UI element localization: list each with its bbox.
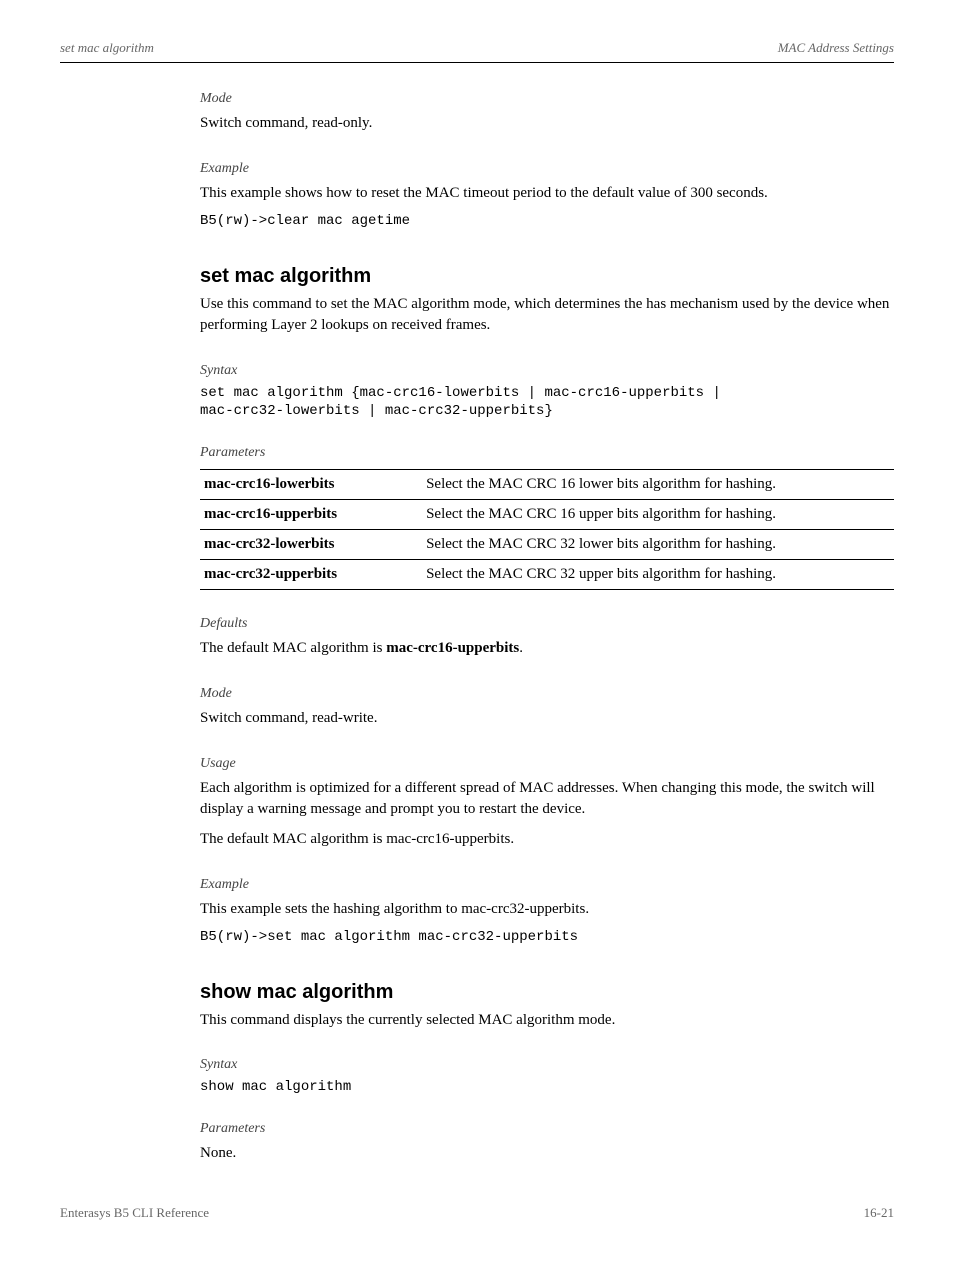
param-key: mac-crc32-upperbits xyxy=(200,560,422,590)
param-key: mac-crc16-lowerbits xyxy=(200,470,422,500)
footer-right: 16-21 xyxy=(864,1205,894,1221)
syntax-line: show mac algorithm xyxy=(200,1079,894,1095)
syntax-line: set mac algorithm {mac-crc16-lowerbits |… xyxy=(200,385,894,401)
section-label-defaults: Defaults xyxy=(200,616,894,632)
mode-text: Switch command, read-only. xyxy=(200,113,894,135)
table-row: mac-crc16-lowerbits Select the MAC CRC 1… xyxy=(200,470,894,500)
table-row: mac-crc32-lowerbits Select the MAC CRC 3… xyxy=(200,530,894,560)
footer-left: Enterasys B5 CLI Reference xyxy=(60,1205,209,1221)
section-label-example: Example xyxy=(200,877,894,893)
page-content: Mode Switch command, read-only. Example … xyxy=(200,91,894,1165)
command-intro: Use this command to set the MAC algorith… xyxy=(200,294,894,338)
page-header: set mac algorithm MAC Address Settings xyxy=(60,40,894,63)
usage-text: Each algorithm is optimized for a differ… xyxy=(200,778,894,822)
parameters-none: None. xyxy=(200,1143,894,1165)
parameters-table: mac-crc16-lowerbits Select the MAC CRC 1… xyxy=(200,469,894,590)
section-label-parameters: Parameters xyxy=(200,445,894,461)
page-footer: Enterasys B5 CLI Reference 16-21 xyxy=(60,1205,894,1221)
section-label-mode: Mode xyxy=(200,686,894,702)
param-desc: Select the MAC CRC 32 lower bits algorit… xyxy=(422,530,894,560)
section-label-syntax: Syntax xyxy=(200,363,894,379)
section-label-syntax: Syntax xyxy=(200,1057,894,1073)
param-desc: Select the MAC CRC 16 lower bits algorit… xyxy=(422,470,894,500)
param-desc: Select the MAC CRC 32 upper bits algorit… xyxy=(422,560,894,590)
table-row: mac-crc16-upperbits Select the MAC CRC 1… xyxy=(200,500,894,530)
example-text: This example sets the hashing algorithm … xyxy=(200,899,894,921)
section-label-parameters: Parameters xyxy=(200,1121,894,1137)
defaults-bold: mac-crc16-upperbits xyxy=(386,640,519,656)
example-text: This example shows how to reset the MAC … xyxy=(200,183,894,205)
usage-text: The default MAC algorithm is mac-crc16-u… xyxy=(200,829,894,851)
defaults-pre: The default MAC algorithm is xyxy=(200,640,386,656)
page: set mac algorithm MAC Address Settings M… xyxy=(0,0,954,1261)
section-label-mode: Mode xyxy=(200,91,894,107)
param-key: mac-crc16-upperbits xyxy=(200,500,422,530)
header-left: set mac algorithm xyxy=(60,40,154,56)
mode-text: Switch command, read-write. xyxy=(200,708,894,730)
param-key: mac-crc32-lowerbits xyxy=(200,530,422,560)
example-cmd: B5(rw)->clear mac agetime xyxy=(200,213,894,229)
command-title-show-mac-algorithm: show mac algorithm xyxy=(200,981,894,1004)
syntax-line: mac-crc32-lowerbits | mac-crc32-upperbit… xyxy=(200,403,894,419)
example-cmd: B5(rw)->set mac algorithm mac-crc32-uppe… xyxy=(200,929,894,945)
section-label-example: Example xyxy=(200,161,894,177)
command-intro: This command displays the currently sele… xyxy=(200,1010,894,1032)
defaults-post: . xyxy=(519,640,523,656)
header-right: MAC Address Settings xyxy=(778,40,894,56)
command-title-set-mac-algorithm: set mac algorithm xyxy=(200,265,894,288)
section-label-usage: Usage xyxy=(200,756,894,772)
defaults-text: The default MAC algorithm is mac-crc16-u… xyxy=(200,638,894,660)
param-desc: Select the MAC CRC 16 upper bits algorit… xyxy=(422,500,894,530)
table-row: mac-crc32-upperbits Select the MAC CRC 3… xyxy=(200,560,894,590)
